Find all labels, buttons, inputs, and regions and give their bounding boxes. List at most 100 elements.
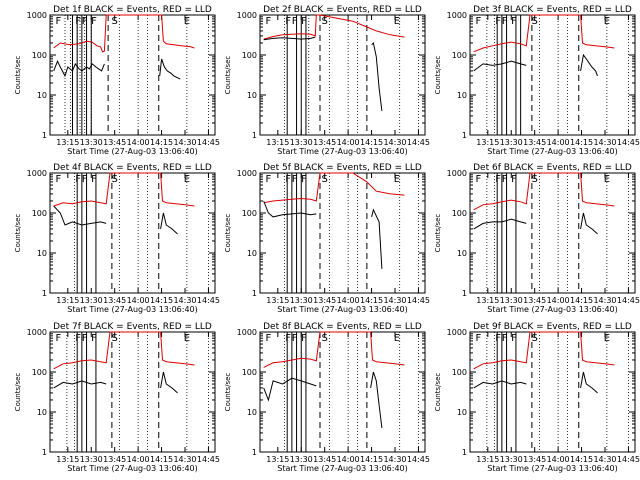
y-tick-label: 100 [242,368,257,377]
x-tick-label: 13:15 [476,455,499,464]
x-tick-label: 13:15 [56,296,79,305]
x-tick-label: 13:45 [103,138,126,147]
y-tick-label: 10 [37,91,47,100]
chart-panel-8: Det 8f BLACK = Events, RED = LLD Counts/s… [224,322,430,473]
x-tick-label: 13:30 [290,296,313,305]
event-marker-label: F [476,174,482,185]
chart-title: Det 1f BLACK = Events, RED = LLD [53,5,212,15]
event-marker-label: F [285,174,291,185]
x-tick-label: 13:30 [500,296,523,305]
events-series-line [53,371,178,394]
x-axis-label: Start Time (27-Aug-03 13:06:40) [277,305,408,314]
y-tick-label: 1000 [27,11,47,20]
x-tick-label: 14:45 [197,296,220,305]
x-tick-label: 14:30 [593,138,616,147]
y-tick-label: 1000 [447,328,467,337]
event-marker-label: F [502,174,508,185]
event-marker-label: S [112,174,118,185]
x-tick-label: 14:15 [570,296,593,305]
chart-title: Det 4f BLACK = Events, RED = LLD [53,163,212,173]
x-tick-label: 13:45 [313,138,336,147]
event-marker-label: S [112,16,118,27]
y-tick-label: 1000 [447,11,467,20]
x-tick-label: 13:45 [523,296,546,305]
x-tick-label: 14:45 [617,138,640,147]
chart-panel-9: Det 9f BLACK = Events, RED = LLD Counts/s… [434,322,640,473]
x-axis-label: Start Time (27-Aug-03 13:06:40) [487,147,618,156]
y-axis-label: Counts/sec [224,373,232,412]
y-tick-label: 1 [462,131,467,140]
y-axis-label: Counts/sec [14,373,22,412]
y-tick-label: 1 [252,131,257,140]
event-marker-label: F [82,174,88,185]
lld-series-line [473,331,615,370]
event-marker-label: F [82,16,88,27]
x-tick-label: 14:30 [173,455,196,464]
event-marker-label: E [604,333,610,344]
x-tick-label: 13:30 [290,455,313,464]
y-tick-label: 10 [247,408,257,417]
y-tick-label: 100 [32,209,47,218]
event-marker-label: F [75,174,81,185]
chart-panel-4: Det 4f BLACK = Events, RED = LLD Counts/s… [14,163,220,314]
y-tick-label: 1 [42,131,47,140]
chart-panel-5: Det 5f BLACK = Events, RED = LLD Counts/s… [224,163,430,314]
x-tick-label: 14:00 [547,138,570,147]
x-tick-label: 14:45 [407,296,430,305]
y-tick-label: 10 [37,249,47,258]
x-tick-label: 14:00 [127,455,150,464]
y-tick-label: 100 [242,209,257,218]
plot-frame [259,14,426,136]
event-marker-label: F [82,333,88,344]
event-marker-label: F [292,16,298,27]
event-marker-label: E [394,333,400,344]
x-tick-label: 14:00 [337,138,360,147]
event-marker-label: E [394,174,400,185]
chart-title: Det 6f BLACK = Events, RED = LLD [473,163,632,173]
y-axis-label: Counts/sec [14,56,22,95]
lld-series-line [53,14,195,53]
lld-series-line [53,331,195,370]
y-tick-label: 10 [457,249,467,258]
x-tick-label: 14:30 [383,138,406,147]
event-marker-label: S [322,174,328,185]
x-tick-label: 13:30 [500,138,523,147]
event-marker-label: F [495,333,501,344]
x-axis-label: Start Time (27-Aug-03 13:06:40) [277,464,408,473]
y-tick-label: 10 [247,91,257,100]
event-marker-label: F [285,16,291,27]
event-marker-label: S [532,174,538,185]
event-marker-label: F [301,333,307,344]
y-tick-label: 1 [462,448,467,457]
x-tick-label: 14:45 [407,455,430,464]
event-marker-label: F [292,333,298,344]
x-tick-label: 14:45 [407,138,430,147]
event-marker-label: F [502,16,508,27]
y-axis-label: Counts/sec [14,214,22,253]
lld-series-line [473,172,615,211]
event-marker-label: F [266,16,272,27]
event-marker-label: F [495,174,501,185]
event-marker-label: F [292,174,298,185]
x-axis-label: Start Time (27-Aug-03 13:06:40) [67,305,198,314]
event-marker-label: F [511,333,517,344]
x-tick-label: 13:30 [80,138,103,147]
x-axis-label: Start Time (27-Aug-03 13:06:40) [277,147,408,156]
x-tick-label: 13:45 [103,296,126,305]
y-tick-label: 1000 [237,11,257,20]
events-series-line [473,371,598,394]
event-marker-label: F [266,333,272,344]
x-tick-label: 14:00 [337,455,360,464]
event-marker-label: S [322,16,328,27]
x-tick-label: 14:15 [570,138,593,147]
y-axis-label: Counts/sec [434,373,442,412]
lld-series-line [53,172,195,207]
x-tick-label: 14:00 [127,296,150,305]
event-marker-label: F [56,16,62,27]
y-tick-label: 100 [32,51,47,60]
event-marker-label: F [91,333,97,344]
chart-panel-2: Det 2f BLACK = Events, RED = LLD Counts/s… [224,5,430,156]
x-tick-label: 13:15 [266,455,289,464]
y-axis-label: Counts/sec [434,56,442,95]
